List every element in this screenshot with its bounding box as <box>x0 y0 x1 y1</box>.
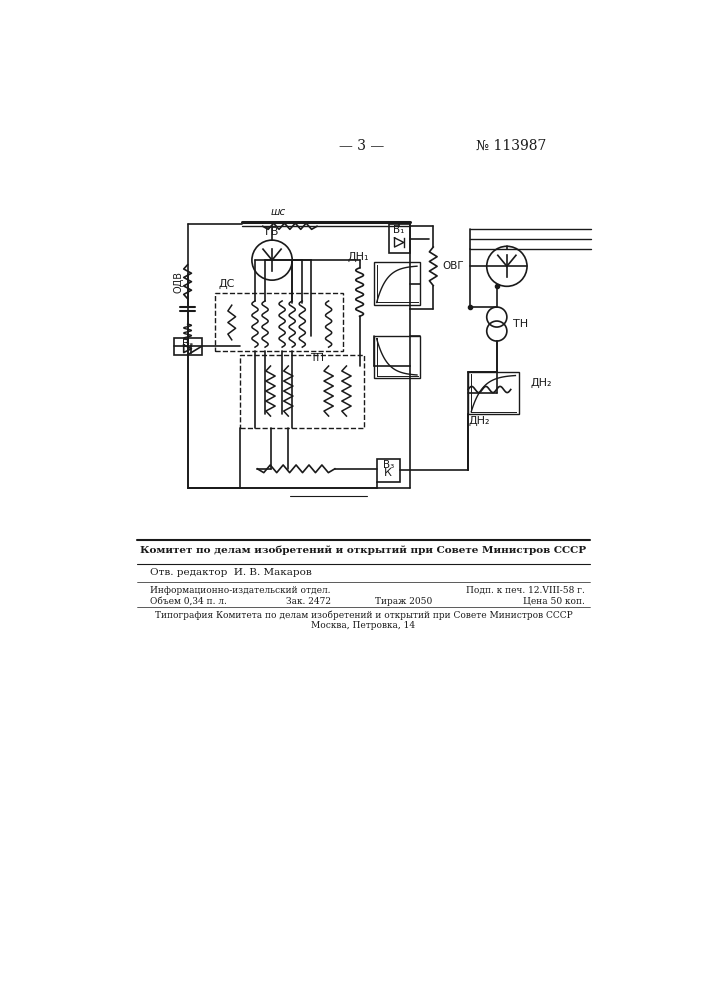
Text: Цена 50 коп.: Цена 50 коп. <box>522 597 585 606</box>
Bar <box>174 338 201 355</box>
Text: ОВГ: ОВГ <box>443 261 464 271</box>
Bar <box>373 336 420 378</box>
Text: ГВ: ГВ <box>265 227 279 237</box>
Text: Тираж 2050: Тираж 2050 <box>375 597 433 606</box>
Text: ДН₂: ДН₂ <box>468 416 490 426</box>
Bar <box>377 459 400 482</box>
Text: ОДВ: ОДВ <box>173 271 183 293</box>
Bar <box>373 262 420 305</box>
Text: В₁: В₁ <box>394 225 405 235</box>
Text: Комитет по делам изобретений и открытий при Совете Министров СССР: Комитет по делам изобретений и открытий … <box>141 546 587 555</box>
Text: Объем 0,34 п. л.: Объем 0,34 п. л. <box>151 597 227 606</box>
Text: ДС: ДС <box>218 279 235 289</box>
Text: Типография Комитета по делам изобретений и открытий при Совете Министров СССР: Типография Комитета по делам изобретений… <box>155 610 573 620</box>
Bar <box>468 372 518 414</box>
Text: Отв. редактор  И. В. Макаров: Отв. редактор И. В. Макаров <box>151 568 312 577</box>
Text: ТП: ТП <box>310 353 324 363</box>
Text: — 3 —: — 3 — <box>339 139 385 153</box>
Text: № 113987: № 113987 <box>476 139 546 153</box>
Bar <box>215 293 343 351</box>
Bar <box>389 224 410 253</box>
Text: шс: шс <box>271 207 286 217</box>
Text: Подп. к печ. 12.VIII-58 г.: Подп. к печ. 12.VIII-58 г. <box>465 586 585 595</box>
Text: ТН: ТН <box>513 319 528 329</box>
Text: Информационно-издательский отдел.: Информационно-издательский отдел. <box>151 586 331 595</box>
Text: ДН₂: ДН₂ <box>530 378 551 388</box>
Text: В₃: В₃ <box>382 460 394 470</box>
Text: Зак. 2472: Зак. 2472 <box>286 597 331 606</box>
Text: ДН₁: ДН₁ <box>347 252 369 262</box>
Text: В₂: В₂ <box>182 339 193 349</box>
Bar <box>240 355 363 428</box>
Text: Москва, Петровка, 14: Москва, Петровка, 14 <box>312 621 416 630</box>
Text: К: К <box>385 468 392 478</box>
